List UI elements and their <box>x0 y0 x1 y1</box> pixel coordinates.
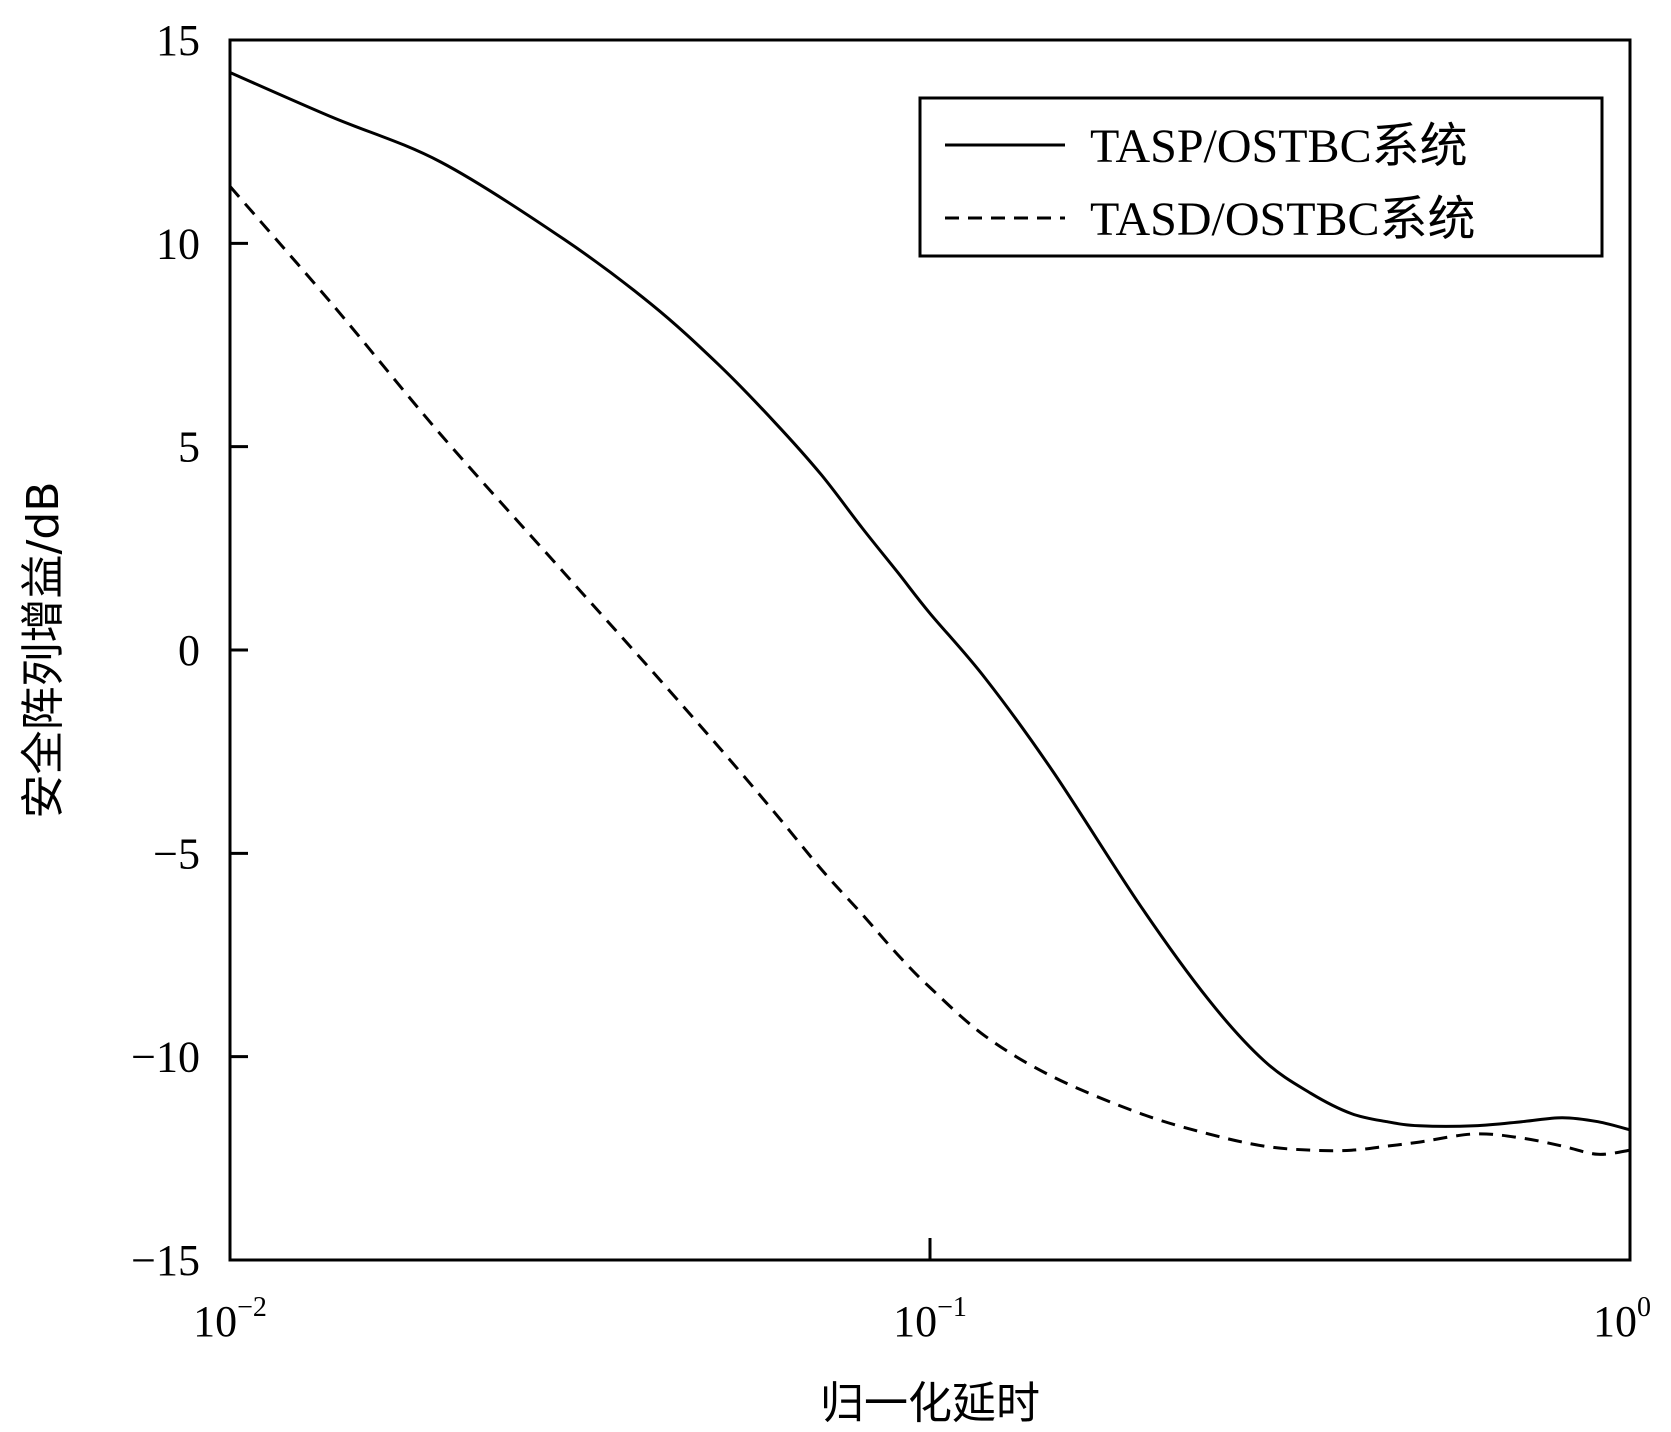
legend-box <box>918 96 1604 258</box>
y-tick-label: −10 <box>131 1033 200 1082</box>
x-tick-label: 10−2 <box>193 1292 267 1346</box>
y-tick-label: 0 <box>178 626 200 675</box>
legend-label-tasp: TASP/OSTBC系统 <box>1090 120 1468 173</box>
x-axis: 10−2 10−1 100 <box>193 1238 1651 1346</box>
y-tick-label: 5 <box>178 423 200 472</box>
y-tick-label: −15 <box>131 1236 200 1285</box>
y-tick-label: 10 <box>156 219 200 268</box>
x-axis-title: 归一化延时 <box>820 1378 1040 1429</box>
series-line-tasp <box>229 71 1631 1132</box>
x-tick-label: 100 <box>1593 1292 1651 1346</box>
legend: TASP/OSTBC系统 TASD/OSTBC系统 <box>918 96 1604 258</box>
x-tick-label: 10−1 <box>893 1292 967 1346</box>
y-axis-title: 安全阵列增益/dB <box>18 482 69 819</box>
y-tick-label: 15 <box>156 16 200 65</box>
y-tick-label: −5 <box>153 829 200 878</box>
series-layer <box>228 71 1631 1156</box>
legend-label-tasd: TASD/OSTBC系统 <box>1090 193 1476 246</box>
y-axis: 15 10 5 0 −5 −10 −15 <box>131 16 248 1285</box>
series-line-tasd <box>228 185 1631 1156</box>
